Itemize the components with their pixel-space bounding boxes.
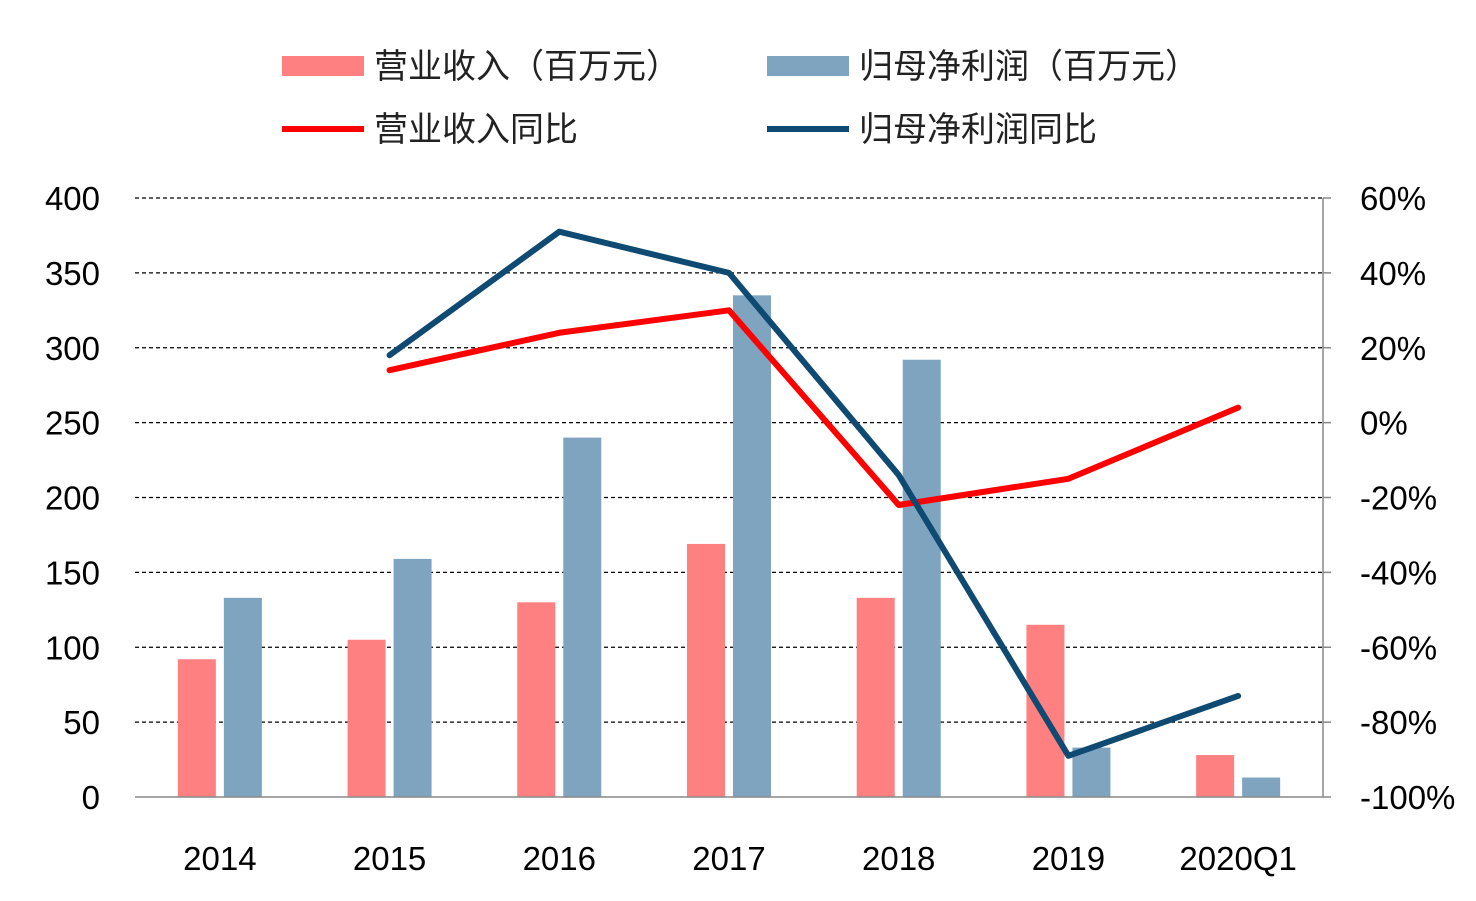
x-tick-label: 2016 bbox=[523, 840, 596, 877]
tick-labels: 0 50 100 150 200 250 300 350 400 -100% -80% -60% -40… bbox=[45, 180, 1455, 877]
legend-net-profit-swatch bbox=[767, 56, 849, 76]
gridlines bbox=[135, 197, 1323, 723]
y-left-tick-label: 250 bbox=[45, 405, 100, 442]
legend-net-profit-yoy-label: 归母净利润同比 bbox=[859, 110, 1097, 150]
revenue-bar bbox=[856, 597, 895, 797]
net-profit-bar bbox=[223, 597, 262, 797]
x-tick-label: 2014 bbox=[183, 840, 256, 877]
net-profit-yoy-line bbox=[386, 228, 1242, 759]
y-right-tick-label: -60% bbox=[1360, 629, 1437, 666]
legend-revenue-label: 营业收入（百万元） bbox=[374, 47, 680, 87]
net-profit-bar bbox=[1242, 777, 1281, 797]
net-profit-bar bbox=[733, 295, 771, 797]
axes bbox=[135, 197, 1331, 798]
revenue-bar bbox=[1196, 755, 1235, 797]
net-profit-bar bbox=[563, 437, 602, 797]
revenue-bar bbox=[517, 602, 556, 797]
y-right-tick-label: 20% bbox=[1360, 330, 1426, 367]
x-tick-label: 2018 bbox=[862, 840, 935, 877]
net-profit-bar bbox=[393, 558, 432, 797]
y-right-tick-label: 0% bbox=[1360, 405, 1408, 442]
legend-revenue-yoy-label: 营业收入同比 bbox=[374, 110, 578, 150]
y-left-tick-label: 400 bbox=[45, 180, 100, 217]
y-right-tick-label: 40% bbox=[1360, 255, 1426, 292]
revenue-bar bbox=[1026, 624, 1065, 797]
x-tick-label: 2020Q1 bbox=[1179, 840, 1296, 877]
y-right-tick-label: 60% bbox=[1360, 180, 1426, 217]
revenue-bar bbox=[687, 543, 725, 797]
y-left-tick-label: 300 bbox=[45, 330, 100, 367]
y-right-tick-label: -20% bbox=[1360, 480, 1437, 517]
net-profit-bar bbox=[902, 359, 941, 797]
revenue-bar bbox=[177, 659, 216, 797]
y-left-tick-label: 350 bbox=[45, 255, 100, 292]
x-tick-label: 2015 bbox=[353, 840, 426, 877]
y-right-tick-label: -80% bbox=[1360, 704, 1437, 741]
y-left-tick-label: 150 bbox=[45, 554, 100, 591]
y-right-tick-label: -100% bbox=[1360, 779, 1455, 816]
y-left-tick-label: 100 bbox=[45, 629, 100, 666]
legend-revenue-swatch bbox=[282, 56, 364, 76]
y-right-tick-label: -40% bbox=[1360, 554, 1437, 591]
net-profit-bar bbox=[1072, 747, 1111, 797]
x-tick-label: 2019 bbox=[1032, 840, 1105, 877]
lines bbox=[386, 228, 1242, 759]
x-tick-label: 2017 bbox=[692, 840, 765, 877]
revenue-yoy-line bbox=[386, 307, 1242, 508]
legend: 营业收入（百万元） 归母净利润（百万元） 营业收入同比 归母净利润同比 bbox=[282, 47, 1199, 150]
bars bbox=[177, 295, 1281, 797]
y-left-tick-label: 0 bbox=[82, 779, 100, 816]
revenue-bar bbox=[347, 639, 386, 797]
legend-net-profit-label: 归母净利润（百万元） bbox=[859, 47, 1199, 87]
y-left-tick-label: 200 bbox=[45, 480, 100, 517]
y-left-tick-label: 50 bbox=[63, 704, 100, 741]
